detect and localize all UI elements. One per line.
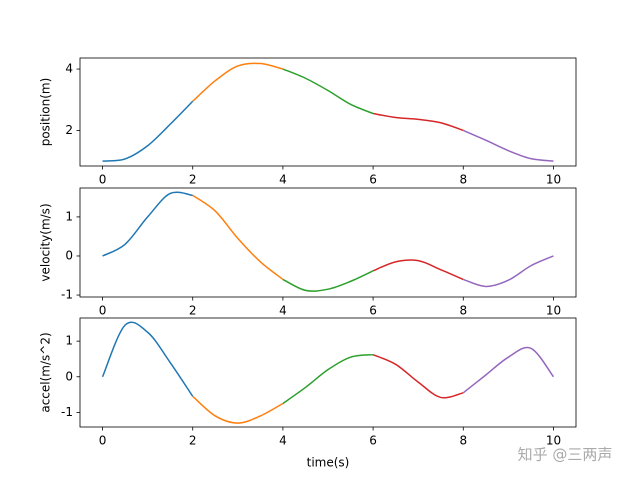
y-axis-label: position(m) bbox=[39, 78, 53, 147]
x-tick-label: 8 bbox=[459, 173, 467, 187]
y-tick-label: -1 bbox=[61, 405, 73, 419]
curve bbox=[462, 346, 555, 394]
axes-frame bbox=[79, 187, 577, 298]
x-tick-label: 8 bbox=[459, 434, 467, 448]
curve bbox=[102, 100, 194, 162]
curve bbox=[372, 259, 464, 281]
y-axis-label: velocity(m/s) bbox=[39, 203, 53, 281]
curve bbox=[372, 112, 464, 132]
curve bbox=[192, 62, 284, 102]
curve bbox=[463, 255, 554, 288]
curve bbox=[282, 353, 374, 405]
x-tick-label: 10 bbox=[546, 304, 561, 318]
axes-frame bbox=[79, 317, 577, 428]
curve bbox=[101, 321, 194, 397]
x-tick-label: 6 bbox=[369, 434, 377, 448]
curve bbox=[462, 129, 554, 162]
y-tick-label: 4 bbox=[65, 62, 73, 76]
y-axis-label: accel(m/s^2) bbox=[39, 332, 53, 412]
x-tick-label: 0 bbox=[99, 173, 107, 187]
x-tick-label: 2 bbox=[189, 173, 197, 187]
y-tick-label: 1 bbox=[65, 334, 73, 348]
curve bbox=[282, 270, 374, 292]
curve bbox=[282, 68, 374, 115]
x-tick-label: 0 bbox=[99, 434, 107, 448]
y-tick-label: -1 bbox=[61, 288, 73, 302]
x-tick-label: 4 bbox=[279, 304, 287, 318]
curve bbox=[192, 395, 284, 424]
x-tick-label: 10 bbox=[546, 434, 561, 448]
x-tick-label: 6 bbox=[369, 304, 377, 318]
x-tick-label: 6 bbox=[369, 173, 377, 187]
x-axis-label: time(s) bbox=[307, 456, 350, 470]
y-tick-label: 0 bbox=[65, 369, 73, 383]
curve bbox=[372, 353, 464, 399]
y-tick-label: 2 bbox=[65, 123, 73, 137]
axes-frame bbox=[79, 57, 577, 167]
watermark: 知乎 @三两声 bbox=[518, 446, 613, 464]
x-tick-label: 4 bbox=[279, 434, 287, 448]
curve bbox=[102, 191, 193, 257]
curve bbox=[192, 194, 284, 281]
x-tick-label: 8 bbox=[459, 304, 467, 318]
x-tick-label: 2 bbox=[189, 434, 197, 448]
y-tick-label: 1 bbox=[65, 209, 73, 223]
x-tick-label: 0 bbox=[99, 304, 107, 318]
x-tick-label: 10 bbox=[546, 173, 561, 187]
x-tick-label: 2 bbox=[189, 304, 197, 318]
y-tick-label: 0 bbox=[65, 248, 73, 262]
x-tick-label: 4 bbox=[279, 173, 287, 187]
